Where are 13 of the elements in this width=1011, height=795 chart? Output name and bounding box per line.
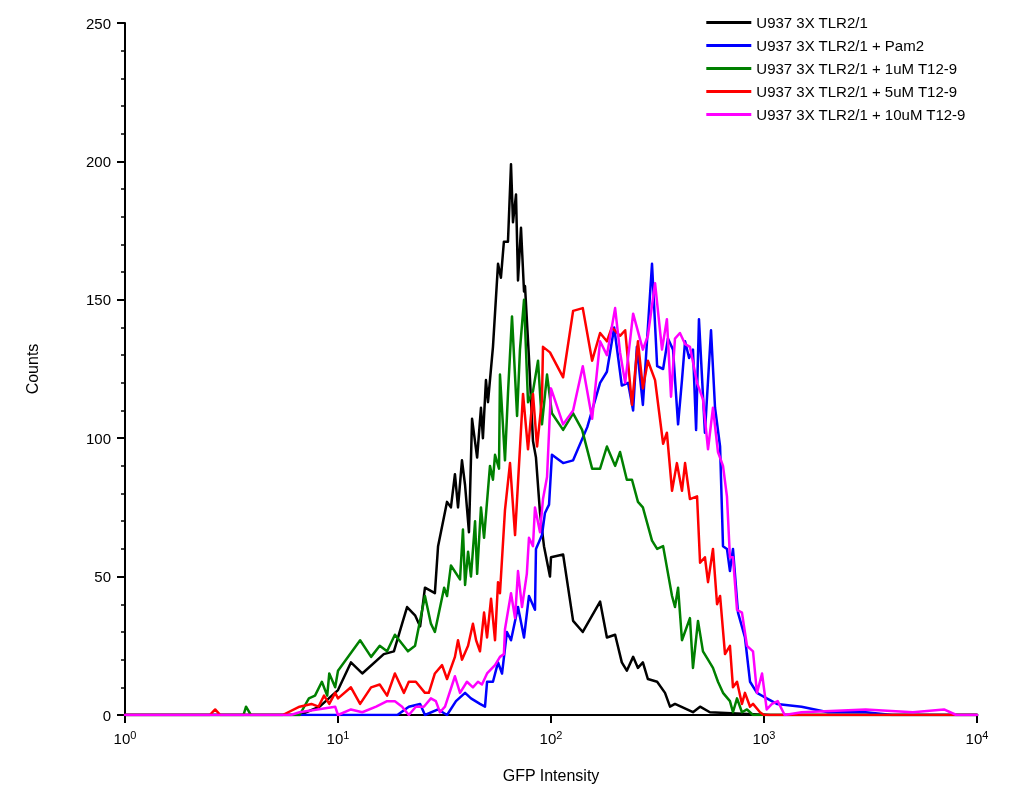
legend-label: U937 3X TLR2/1 + 5uM T12-9 (756, 83, 958, 100)
legend-label: U937 3X TLR2/1 + 1uM T12-9 (756, 60, 958, 77)
legend-label: U937 3X TLR2/1 + 10uM T12-9 (756, 106, 966, 123)
y-tick-label: 0 (102, 706, 111, 724)
legend-label: U937 3X TLR2/1 (756, 14, 868, 31)
y-tick-label: 50 (94, 568, 111, 586)
y-tick-label: 100 (85, 429, 111, 447)
y-tick-label: 250 (85, 14, 111, 32)
y-tick-label: 200 (85, 152, 111, 170)
y-axis-title: Counts (23, 343, 41, 395)
legend-label: U937 3X TLR2/1 + Pam2 (756, 37, 925, 54)
y-tick-label: 150 (85, 291, 111, 309)
x-axis-title: GFP Intensity (502, 766, 600, 784)
